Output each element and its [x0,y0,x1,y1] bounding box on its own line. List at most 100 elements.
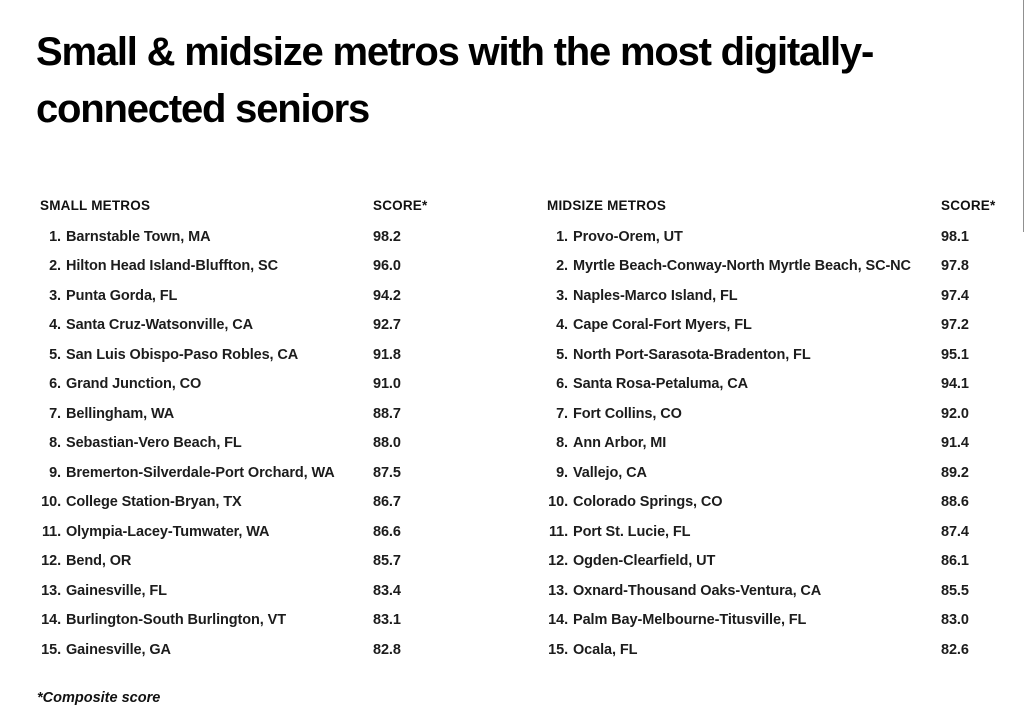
metro-score: 91.4 [941,435,969,452]
table-row: 11. Port St. Lucie, FL 87.4 [547,517,1009,547]
metro-rank: 9. [556,464,568,481]
metro-score: 82.6 [941,641,969,658]
column-header-score: SCORE* [373,197,428,213]
metro-name-cell: 10. Colorado Springs, CO [547,494,941,510]
table-row: 11. Olympia-Lacey-Tumwater, WA 86.6 [40,517,500,547]
metro-score: 85.7 [373,553,401,570]
metro-score: 88.6 [941,494,969,511]
metro-name-cell: 11. Olympia-Lacey-Tumwater, WA [40,524,373,540]
metro-rank: 6. [49,376,61,393]
metro-score: 88.7 [373,405,401,422]
metro-name-cell: 4. Cape Coral-Fort Myers, FL [547,317,941,333]
metro-rank: 6. [556,376,568,393]
metro-score: 98.1 [941,228,969,245]
metro-rank: 1. [556,228,568,245]
metro-score: 97.8 [941,258,969,275]
metro-name-cell: 7. Fort Collins, CO [547,406,941,422]
metro-score: 91.0 [373,376,401,393]
table-header-row: MIDSIZE METROS SCORE* [547,196,1009,214]
metro-score: 83.0 [941,612,969,629]
metro-rank: 5. [49,346,61,363]
metro-score: 86.1 [941,553,969,570]
metro-score: 83.1 [373,612,401,629]
metro-name: Palm Bay-Melbourne-Titusville, FL [573,612,807,629]
table-row: 3. Naples-Marco Island, FL 97.4 [547,281,1009,311]
metro-score: 98.2 [373,228,401,245]
metro-rank: 12. [548,553,568,570]
metro-rank: 3. [556,287,568,304]
table-rows: 1. Barnstable Town, MA 98.2 2. Hilton He… [40,222,500,665]
metro-rank: 12. [41,553,61,570]
metro-name-cell: 9. Bremerton-Silverdale-Port Orchard, WA [40,465,373,481]
metro-rank: 2. [49,258,61,275]
metro-rank: 9. [49,464,61,481]
metro-score: 92.7 [373,317,401,334]
metro-rank: 13. [548,582,568,599]
metro-name: North Port-Sarasota-Bradenton, FL [573,346,811,363]
metro-name: Gainesville, FL [66,582,167,599]
table-row: 6. Grand Junction, CO 91.0 [40,370,500,400]
metro-name-cell: 1. Provo-Orem, UT [547,229,941,245]
metro-rank: 11. [41,523,61,540]
composite-score-footnote: *Composite score [37,690,161,706]
metro-name: Port St. Lucie, FL [573,523,691,540]
metro-name-cell: 2. Hilton Head Island-Bluffton, SC [40,258,373,274]
metro-rank: 7. [49,405,61,422]
metro-name-cell: 12. Bend, OR [40,553,373,569]
metro-name: Bend, OR [66,553,132,570]
metro-name: Sebastian-Vero Beach, FL [66,435,242,452]
table-header-row: SMALL METROS SCORE* [40,196,500,214]
column-header-midsize-metros: MIDSIZE METROS [547,197,667,213]
metro-name: Myrtle Beach-Conway-North Myrtle Beach, … [573,258,911,275]
table-row: 13. Gainesville, FL 83.4 [40,576,500,606]
metro-rank: 1. [49,228,61,245]
metro-name-cell: 6. Grand Junction, CO [40,376,373,392]
metro-name: College Station-Bryan, TX [66,494,242,511]
table-row: 12. Bend, OR 85.7 [40,547,500,577]
metro-name: Cape Coral-Fort Myers, FL [573,317,752,334]
table-rows: 1. Provo-Orem, UT 98.1 2. Myrtle Beach-C… [547,222,1009,665]
metro-name: Hilton Head Island-Bluffton, SC [66,258,278,275]
metro-name-cell: 12. Ogden-Clearfield, UT [547,553,941,569]
table-row: 8. Sebastian-Vero Beach, FL 88.0 [40,429,500,459]
metro-rank: 14. [41,612,61,629]
metro-name-cell: 10. College Station-Bryan, TX [40,494,373,510]
metro-rank: 4. [49,317,61,334]
metro-name: Barnstable Town, MA [66,228,211,245]
metro-name: San Luis Obispo-Paso Robles, CA [66,346,299,363]
table-row: 15. Ocala, FL 82.6 [547,635,1009,665]
table-row: 6. Santa Rosa-Petaluma, CA 94.1 [547,370,1009,400]
table-row: 3. Punta Gorda, FL 94.2 [40,281,500,311]
metro-name-cell: 7. Bellingham, WA [40,406,373,422]
metro-rank: 2. [556,258,568,275]
metro-name-cell: 3. Punta Gorda, FL [40,288,373,304]
metro-score: 82.8 [373,641,401,658]
table-row: 15. Gainesville, GA 82.8 [40,635,500,665]
metro-score: 89.2 [941,464,969,481]
metro-name-cell: 11. Port St. Lucie, FL [547,524,941,540]
metro-score: 87.4 [941,523,969,540]
metro-rank: 10. [41,494,61,511]
metro-name-cell: 4. Santa Cruz-Watsonville, CA [40,317,373,333]
metro-name: Oxnard-Thousand Oaks-Ventura, CA [573,582,822,599]
metro-name: Colorado Springs, CO [573,494,723,511]
metro-name: Vallejo, CA [573,464,647,481]
metro-score: 86.6 [373,523,401,540]
metro-name: Bellingham, WA [66,405,175,422]
metro-name: Bremerton-Silverdale-Port Orchard, WA [66,464,335,481]
table-row: 9. Bremerton-Silverdale-Port Orchard, WA… [40,458,500,488]
metro-rank: 3. [49,287,61,304]
page-title: Small & midsize metros with the most dig… [36,24,1016,138]
metro-score: 86.7 [373,494,401,511]
metro-rank: 14. [548,612,568,629]
metro-name: Santa Cruz-Watsonville, CA [66,317,253,334]
metro-name: Grand Junction, CO [66,376,202,393]
page-title-line-2: connected seniors [36,87,370,131]
page-title-line-1: Small & midsize metros with the most dig… [36,30,874,74]
metro-name-cell: 5. San Luis Obispo-Paso Robles, CA [40,347,373,363]
metro-rank: 8. [49,435,61,452]
metro-rank: 15. [548,641,568,658]
metro-rank: 7. [556,405,568,422]
metro-score: 94.1 [941,376,969,393]
metro-name-cell: 9. Vallejo, CA [547,465,941,481]
